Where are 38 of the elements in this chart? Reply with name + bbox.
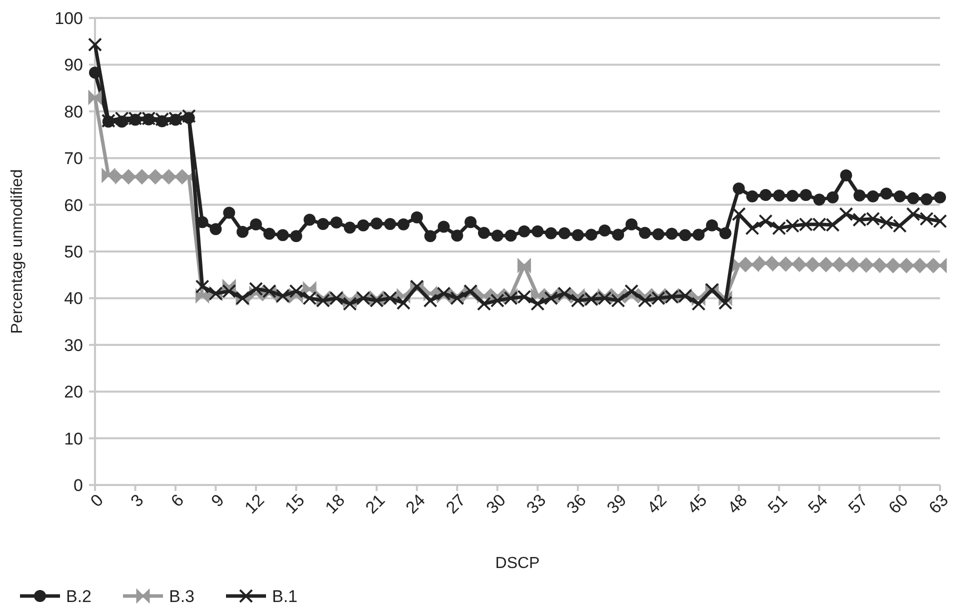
x-tick-label: 36 xyxy=(563,490,590,518)
x-tick-label: 51 xyxy=(764,490,792,518)
x-tick-label: 57 xyxy=(844,490,872,518)
y-tick-label: 90 xyxy=(64,56,83,75)
y-tick-label: 50 xyxy=(64,242,83,262)
x-tick-label: 33 xyxy=(522,490,550,518)
x-tick-label: 9 xyxy=(208,490,228,511)
x-tick-label: 45 xyxy=(684,490,711,518)
x-tick-label: 0 xyxy=(86,490,108,511)
y-tick-label: 10 xyxy=(64,429,83,448)
y-tick-label: 100 xyxy=(54,8,83,28)
x-tick-label: 63 xyxy=(925,490,952,518)
x-tick-label: 15 xyxy=(281,490,308,518)
y-tick-label: 0 xyxy=(74,476,83,495)
x-tick-label: 27 xyxy=(442,490,470,518)
x-tick-label: 42 xyxy=(644,490,670,518)
y-tick-label: 20 xyxy=(64,382,83,402)
legend-label: B.3 xyxy=(169,586,195,606)
x-tick-label: 24 xyxy=(402,490,429,518)
x-tick-label: 12 xyxy=(241,490,268,518)
x-tick-label: 18 xyxy=(322,490,348,518)
x-tick-label: 54 xyxy=(804,490,832,518)
y-axis-title: Percentage unmodified xyxy=(9,169,26,334)
x-tick-label: 39 xyxy=(603,490,630,518)
x-axis-title: DSCP xyxy=(495,555,540,572)
y-tick-label: 30 xyxy=(64,336,83,355)
legend-label: B.2 xyxy=(66,586,92,606)
x-tick-label: 3 xyxy=(127,490,148,511)
x-tick-label: 6 xyxy=(167,490,188,511)
x-tick-label: 60 xyxy=(884,490,912,518)
y-tick-label: 60 xyxy=(64,196,83,215)
y-tick-label: 40 xyxy=(64,289,83,308)
y-tick-label: 80 xyxy=(64,102,83,122)
legend-label: B.1 xyxy=(272,586,298,606)
y-tick-label: 70 xyxy=(64,149,83,168)
x-tick-label: 30 xyxy=(482,490,510,518)
x-tick-label: 21 xyxy=(362,490,389,518)
x-tick-label: 48 xyxy=(724,490,751,518)
